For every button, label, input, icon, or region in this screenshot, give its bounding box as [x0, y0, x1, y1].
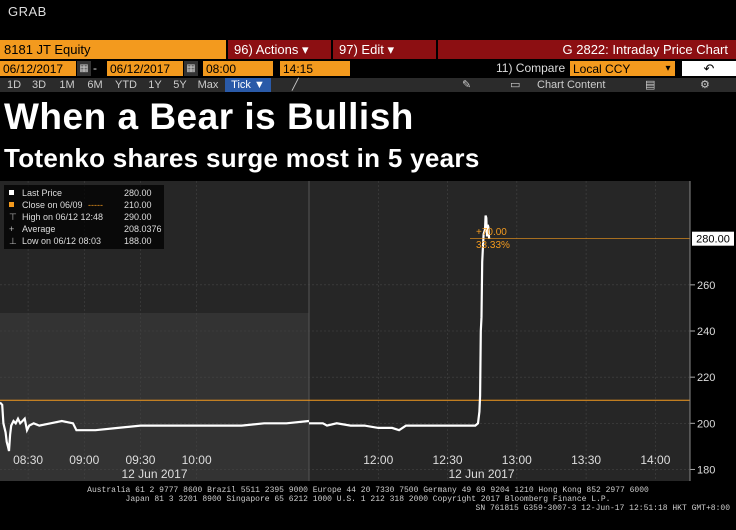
price-line-afternoon: [309, 215, 491, 432]
draw-line-icon[interactable]: ╱: [292, 79, 299, 91]
x-tick-label: 13:00: [502, 453, 532, 467]
x-tick-label: 12:00: [363, 453, 393, 467]
x-tick-label: 14:00: [640, 453, 670, 467]
x-tick-label: 10:00: [182, 453, 212, 467]
legend-value-average: 208.0376: [124, 224, 162, 234]
start-time-field[interactable]: 08:00: [203, 61, 273, 76]
x-tick-label: 09:30: [125, 453, 155, 467]
y-tick-label: 260: [697, 280, 715, 292]
legend-value-low: 188.00: [124, 236, 152, 246]
period-bar: [0, 78, 736, 92]
tick-frequency-select[interactable]: Tick ▼: [225, 78, 271, 92]
chevron-down-icon: ▾: [301, 42, 309, 57]
ticker-field[interactable]: 8181 JT Equity: [0, 40, 226, 59]
y-axis: 180 200 220 240 260: [689, 181, 715, 481]
chevron-down-icon: ▾: [387, 42, 394, 57]
legend-value-last: 280.00: [124, 188, 152, 198]
calendar-icon[interactable]: ▦: [184, 61, 198, 76]
calendar-icon[interactable]: ▦: [77, 61, 91, 76]
footer-line-2: Japan 81 3 3201 8900 Singapore 65 6212 1…: [125, 495, 611, 504]
undo-button[interactable]: ↶: [682, 61, 736, 76]
legend-close-dash: -----: [88, 200, 103, 210]
date-separator: -: [93, 61, 97, 75]
period-3d[interactable]: 3D: [31, 79, 47, 91]
legend-label-last: Last Price: [22, 188, 62, 198]
last-price-tag-text: 280.00: [696, 234, 730, 246]
app-title: GRAB: [8, 4, 47, 19]
headline: When a Bear is Bullish: [4, 96, 414, 137]
period-max[interactable]: Max: [197, 79, 219, 91]
edit-number: 97): [339, 42, 358, 57]
start-date-field[interactable]: 06/12/2017: [0, 61, 76, 76]
change-pct-annotation: 33.33%: [476, 240, 510, 251]
legend-label-average: Average: [22, 224, 55, 234]
compare-currency-value: Local CCY: [573, 62, 631, 76]
x-tick-label: 09:00: [69, 453, 99, 467]
chart-function-title: G 2822: Intraday Price Chart: [438, 40, 736, 59]
legend-label-high: High on 06/12 12:48: [22, 212, 103, 222]
annotate-icon[interactable]: ✎: [462, 79, 472, 91]
compare-label: 11) Compare: [496, 61, 566, 75]
legend: Last Price 280.00 Close on 06/09 ----- 2…: [4, 185, 164, 249]
y-tick-label: 180: [697, 464, 715, 476]
edit-label: Edit: [361, 42, 384, 57]
price-chart: +70.00 33.33% 180 200 220 240 260 280.00 08:…: [0, 181, 734, 481]
end-time-field[interactable]: 14:15: [280, 61, 350, 76]
footer-line-3: SN 761815 G359-3007-3 12-Jun-17 12:51:18…: [475, 504, 730, 513]
x-date-label: 12 Jun 2017: [448, 467, 514, 481]
edit-menu[interactable]: 97) Edit ▾: [333, 40, 436, 59]
legend-swatch-close: [9, 202, 14, 207]
change-annotation: +70.00: [476, 227, 507, 238]
legend-label-low: Low on 06/12 08:03: [22, 236, 101, 246]
y-tick-label: 220: [697, 372, 715, 384]
chevron-down-icon[interactable]: ▾: [661, 61, 675, 76]
y-tick-label: 240: [697, 326, 715, 338]
legend-label-close: Close on 06/09: [22, 200, 83, 210]
footer: Australia 61 2 9777 8600 Brazil 5511 239…: [0, 486, 736, 513]
low-marker-icon: ⊥: [9, 236, 17, 246]
legend-value-close: 210.00: [124, 200, 152, 210]
x-date-label: 12 Jun 2017: [121, 467, 187, 481]
x-tick-label: 13:30: [571, 453, 601, 467]
period-5y[interactable]: 5Y: [173, 79, 187, 91]
time-separator: -: [273, 61, 277, 75]
price-line-morning: [0, 401, 310, 452]
average-marker-icon: +: [9, 224, 14, 234]
legend-swatch-last: [9, 190, 14, 195]
gear-icon[interactable]: ⚙: [700, 79, 710, 91]
period-1m[interactable]: 1M: [59, 79, 75, 91]
y-tick-label: 200: [697, 418, 715, 430]
period-ytd[interactable]: YTD: [115, 79, 137, 91]
session-shade: [0, 313, 309, 481]
high-marker-icon: ⊤: [9, 212, 17, 222]
settings-area-icon[interactable]: ▤: [645, 79, 656, 91]
last-price-tag: 280.00: [692, 231, 734, 246]
legend-box: [4, 185, 164, 249]
end-date-field[interactable]: 06/12/2017: [107, 61, 183, 76]
actions-label: Actions: [255, 42, 299, 57]
chart-content-icon[interactable]: ▭: [510, 79, 521, 91]
x-tick-label: 12:30: [433, 453, 463, 467]
subhead: Totenko shares surge most in 5 years: [4, 143, 480, 173]
footer-line-1: Australia 61 2 9777 8600 Brazil 5511 239…: [87, 486, 649, 495]
actions-number: 96): [234, 42, 253, 57]
actions-menu[interactable]: 96) Actions ▾: [228, 40, 331, 59]
x-tick-label: 08:30: [13, 453, 43, 467]
period-6m[interactable]: 6M: [87, 79, 103, 91]
period-1d[interactable]: 1D: [6, 79, 22, 91]
period-1y[interactable]: 1Y: [148, 79, 162, 91]
compare-currency-select[interactable]: Local CCY: [570, 61, 675, 76]
chart-content-button[interactable]: Chart Content: [537, 79, 606, 91]
legend-value-high: 290.00: [124, 212, 152, 222]
undo-icon: ↶: [703, 61, 715, 76]
